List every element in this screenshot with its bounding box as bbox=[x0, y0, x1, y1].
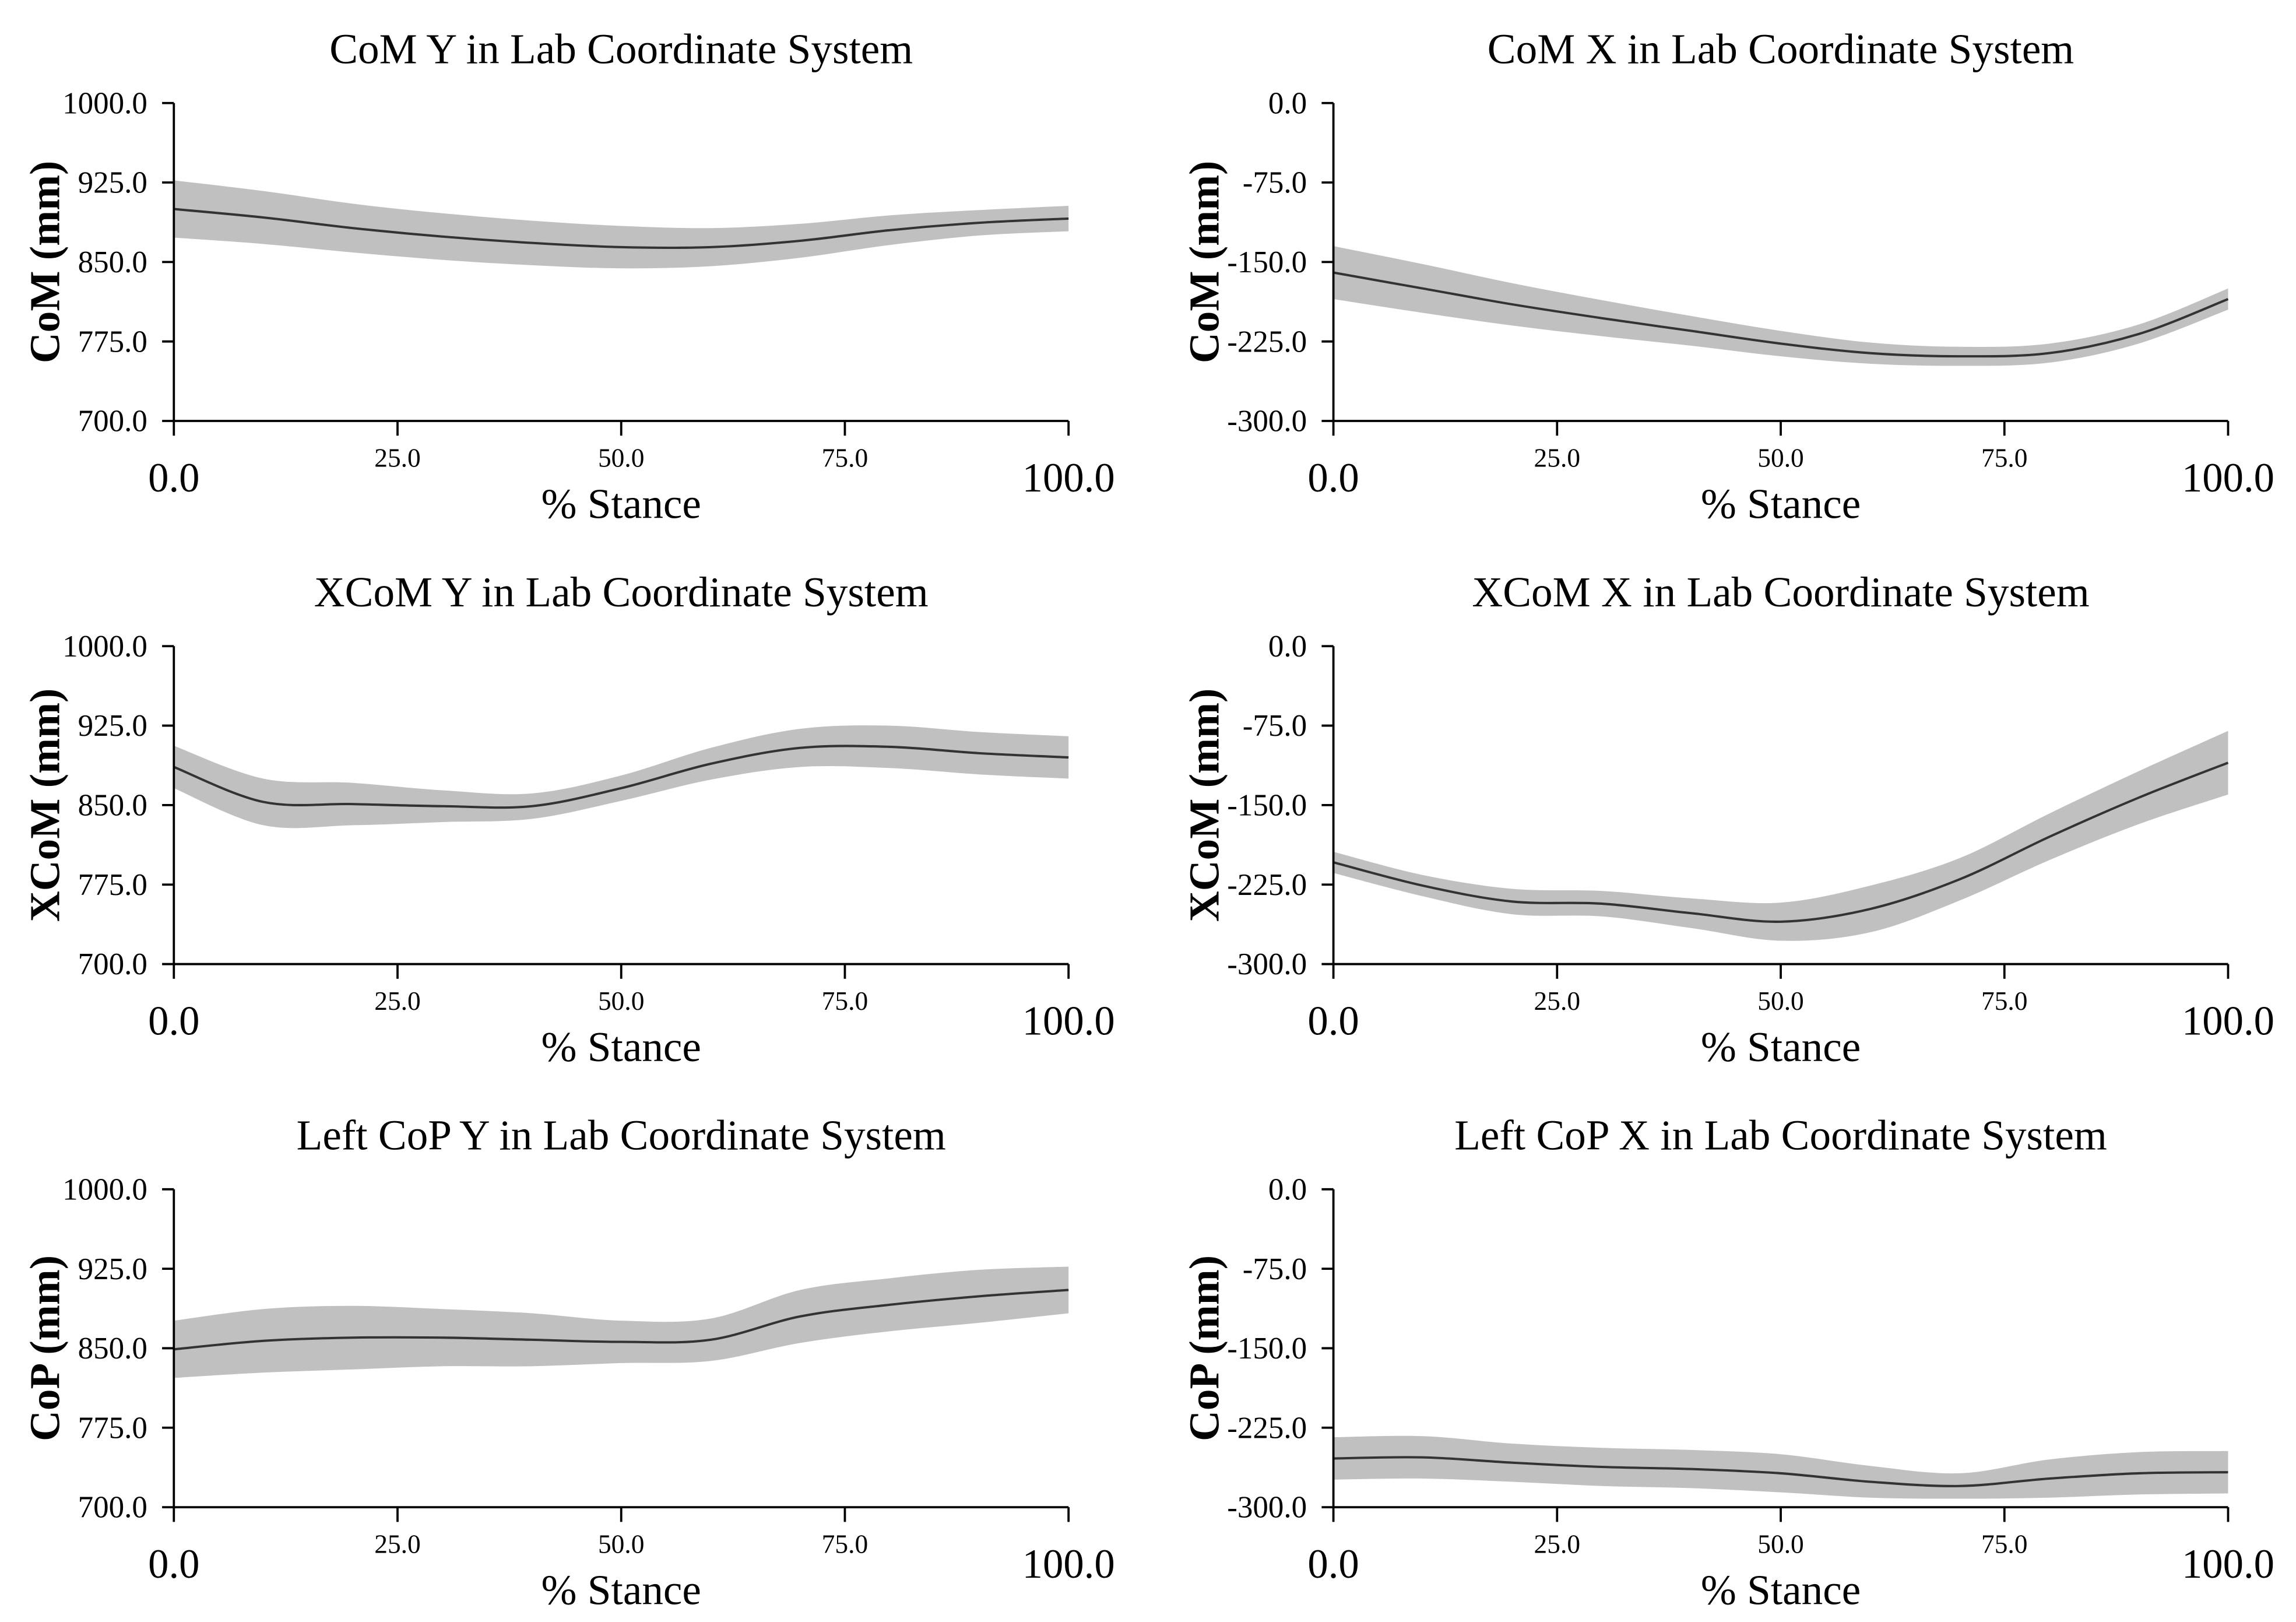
mean-line bbox=[174, 208, 1069, 250]
chart-panel-4: XCoM X in Lab Coordinate System 0.0 -75.0 -… bbox=[1181, 568, 2274, 1070]
x-axis-label: % Stance bbox=[1701, 1023, 1861, 1070]
y-tick-label: 850.0 bbox=[78, 789, 147, 823]
chart-title: XCoM X in Lab Coordinate System bbox=[1472, 568, 2089, 616]
x-tick-label: 0.0 bbox=[148, 1542, 199, 1587]
sd-band bbox=[1333, 246, 2228, 366]
x-tick-label: 100.0 bbox=[2182, 1542, 2274, 1587]
sd-band bbox=[174, 725, 1069, 828]
chart-title: CoM Y in Lab Coordinate System bbox=[329, 26, 913, 73]
y-tick-label: 0.0 bbox=[1268, 1172, 1307, 1206]
x-tick-label: 75.0 bbox=[822, 443, 869, 472]
mean-line bbox=[1333, 271, 2229, 358]
chart-panel-1: CoM Y in Lab Coordinate System 1000.0 925.… bbox=[21, 26, 1114, 528]
y-tick-label: -75.0 bbox=[1243, 166, 1307, 200]
x-tick-label: 50.0 bbox=[1757, 986, 1804, 1016]
chart-panel-2: CoM X in Lab Coordinate System 0.0 -75.0 -1… bbox=[1181, 26, 2274, 528]
mean-line bbox=[1333, 761, 2229, 923]
y-tick-label: 925.0 bbox=[78, 709, 147, 743]
x-tick-label: 75.0 bbox=[1981, 986, 2028, 1016]
y-tick-label: 850.0 bbox=[78, 1332, 147, 1365]
sd-band bbox=[1333, 731, 2228, 941]
chart-title: Left CoP X in Lab Coordinate System bbox=[1454, 1112, 2107, 1159]
x-axis-label: % Stance bbox=[542, 1023, 701, 1070]
y-tick-label: 775.0 bbox=[78, 325, 147, 359]
x-tick-label: 0.0 bbox=[1307, 455, 1359, 501]
sd-band bbox=[174, 180, 1069, 269]
x-axis-label: % Stance bbox=[1701, 1567, 1861, 1614]
x-tick-label: 0.0 bbox=[148, 455, 199, 501]
x-tick-label: 50.0 bbox=[598, 443, 645, 472]
y-tick-label: 700.0 bbox=[78, 1491, 147, 1525]
x-axis-label: % Stance bbox=[542, 1567, 701, 1614]
x-tick-label: 25.0 bbox=[1534, 1529, 1581, 1558]
x-tick-label: 0.0 bbox=[1307, 1542, 1359, 1587]
y-tick-label: 700.0 bbox=[78, 405, 147, 438]
x-tick-label: 50.0 bbox=[1757, 1529, 1804, 1558]
x-axis-label: % Stance bbox=[542, 480, 701, 528]
y-axis-label: CoP (mm) bbox=[1181, 1255, 1228, 1441]
x-tick-label: 100.0 bbox=[1022, 455, 1115, 501]
chart-panel-3: XCoM Y in Lab Coordinate System 1000.0 925… bbox=[21, 568, 1114, 1070]
y-tick-label: -75.0 bbox=[1243, 1252, 1307, 1286]
y-tick-label: -150.0 bbox=[1227, 1332, 1307, 1365]
y-tick-label: 925.0 bbox=[78, 166, 147, 200]
chart-panel-5: Left CoP Y in Lab Coordinate System 1000.… bbox=[21, 1112, 1114, 1614]
y-tick-label: -75.0 bbox=[1243, 709, 1307, 743]
y-axis-label: XCoM (mm) bbox=[1181, 689, 1228, 922]
y-tick-label: -225.0 bbox=[1227, 325, 1307, 359]
y-tick-label: 0.0 bbox=[1268, 86, 1307, 120]
x-tick-label: 75.0 bbox=[822, 986, 869, 1016]
x-tick-label: 75.0 bbox=[1981, 443, 2028, 472]
x-tick-label: 25.0 bbox=[374, 443, 421, 472]
x-tick-label: 25.0 bbox=[374, 986, 421, 1016]
chart-panel-6: Left CoP X in Lab Coordinate System 0.0 -7… bbox=[1181, 1112, 2274, 1614]
x-tick-label: 50.0 bbox=[1757, 443, 1804, 472]
x-tick-label: 0.0 bbox=[1307, 999, 1359, 1044]
mean-line bbox=[1333, 1456, 2228, 1487]
y-tick-label: -150.0 bbox=[1227, 789, 1307, 823]
x-tick-label: 50.0 bbox=[598, 986, 645, 1016]
y-tick-label: 1000.0 bbox=[62, 86, 147, 120]
y-axis-label: CoP (mm) bbox=[21, 1255, 68, 1441]
x-tick-label: 100.0 bbox=[2182, 455, 2274, 501]
y-axis-label: CoM (mm) bbox=[1181, 161, 1228, 364]
y-tick-label: -300.0 bbox=[1227, 947, 1307, 981]
x-tick-label: 25.0 bbox=[1534, 986, 1581, 1016]
y-tick-label: 700.0 bbox=[78, 947, 147, 981]
x-tick-label: 75.0 bbox=[1981, 1529, 2028, 1558]
y-tick-label: 1000.0 bbox=[62, 1172, 147, 1206]
y-tick-label: 0.0 bbox=[1268, 630, 1307, 663]
x-axis-label: % Stance bbox=[1701, 480, 1861, 528]
y-axis-label: CoM (mm) bbox=[21, 161, 68, 364]
x-tick-label: 100.0 bbox=[1022, 1542, 1115, 1587]
y-tick-label: -300.0 bbox=[1227, 405, 1307, 438]
y-tick-label: -150.0 bbox=[1227, 245, 1307, 279]
x-tick-label: 100.0 bbox=[1022, 999, 1115, 1044]
chart-title: XCoM Y in Lab Coordinate System bbox=[314, 568, 929, 616]
y-tick-label: -225.0 bbox=[1227, 1411, 1307, 1445]
y-axis-label: XCoM (mm) bbox=[21, 689, 68, 922]
x-tick-label: 25.0 bbox=[1534, 443, 1581, 472]
y-tick-label: 775.0 bbox=[78, 868, 147, 902]
sd-band bbox=[1333, 1435, 2228, 1499]
y-tick-label: 850.0 bbox=[78, 245, 147, 279]
mean-line bbox=[174, 1289, 1069, 1351]
sd-band bbox=[174, 1266, 1069, 1378]
x-tick-label: 100.0 bbox=[2182, 999, 2274, 1044]
x-tick-label: 0.0 bbox=[148, 999, 199, 1044]
chart-title: Left CoP Y in Lab Coordinate System bbox=[297, 1112, 946, 1159]
x-tick-label: 25.0 bbox=[374, 1529, 421, 1558]
y-tick-label: 775.0 bbox=[78, 1411, 147, 1445]
chart-title: CoM X in Lab Coordinate System bbox=[1488, 26, 2074, 73]
y-tick-label: 925.0 bbox=[78, 1252, 147, 1286]
x-tick-label: 75.0 bbox=[822, 1529, 869, 1558]
mean-line bbox=[173, 745, 1069, 809]
y-tick-label: -225.0 bbox=[1227, 868, 1307, 902]
y-tick-label: -300.0 bbox=[1227, 1491, 1307, 1525]
x-tick-label: 50.0 bbox=[598, 1529, 645, 1558]
y-tick-label: 1000.0 bbox=[62, 630, 147, 663]
